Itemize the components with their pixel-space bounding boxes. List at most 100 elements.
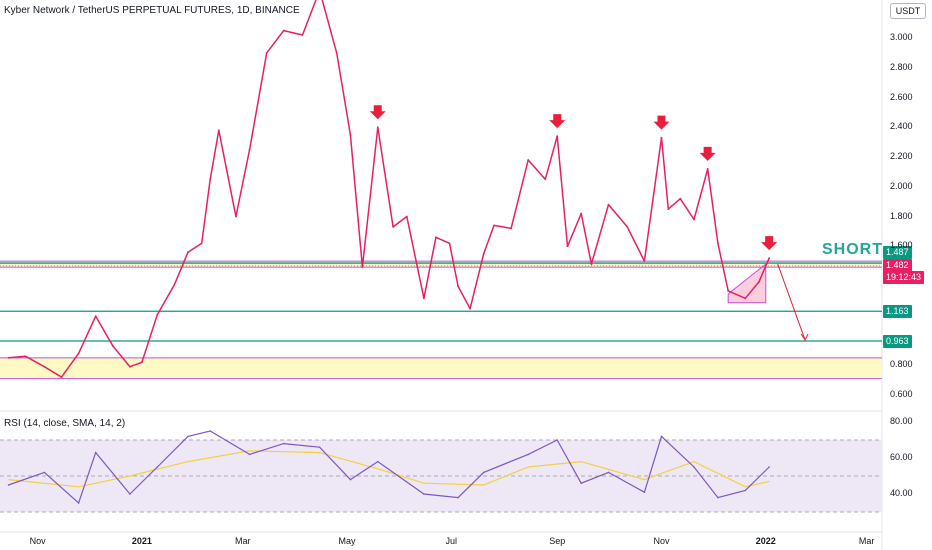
price-point <box>248 148 251 151</box>
rsi-point <box>209 430 212 432</box>
rsi-point <box>94 451 97 454</box>
price-point <box>566 245 569 248</box>
price-point <box>744 297 747 300</box>
rsi-point <box>43 471 46 474</box>
price-tick-label: 2.600 <box>890 91 913 102</box>
price-point <box>626 226 629 228</box>
rsi-point <box>187 435 189 438</box>
price-point <box>667 208 670 210</box>
time-tick-label: 2022 <box>755 536 776 546</box>
price-point <box>469 307 471 310</box>
price-point <box>706 168 709 170</box>
price-point <box>209 178 212 181</box>
rsi-line <box>8 430 770 505</box>
zone-fill-1 <box>0 357 882 379</box>
price-point <box>111 345 114 347</box>
price-point <box>423 297 425 300</box>
price-point <box>140 361 143 364</box>
countdown-tag: 19:12:43 <box>883 271 925 284</box>
down-arrow-marker-4 <box>761 236 778 251</box>
price-point <box>200 242 203 245</box>
rsi-point <box>482 471 485 474</box>
price-point <box>482 252 485 255</box>
price-point <box>60 376 63 379</box>
zone-fill-0 <box>0 261 882 268</box>
projection-arrow-head <box>800 333 809 341</box>
price-point <box>234 215 237 218</box>
price-point <box>301 34 304 36</box>
price-point <box>173 284 176 286</box>
rsi-point <box>7 484 10 486</box>
rsi-point <box>318 446 321 449</box>
price-point <box>590 263 593 265</box>
time-tick-label: Mar <box>234 536 251 546</box>
price-point <box>758 281 760 283</box>
price-point <box>94 315 97 318</box>
price-point <box>679 197 682 200</box>
rsi-point <box>77 502 80 504</box>
time-tick-label: Nov <box>653 536 670 546</box>
price-series-line <box>8 0 770 378</box>
rsi-tick-label: 80.00 <box>890 416 913 426</box>
rsi-point <box>376 460 379 463</box>
level-price-tag: 1.487 <box>883 246 912 259</box>
rsi-point <box>643 491 646 494</box>
price-point <box>361 266 364 268</box>
rsi-point <box>607 471 610 474</box>
price-tick-label: 1.600 <box>890 240 913 251</box>
price-tick-label: 2.200 <box>890 151 913 161</box>
rsi-tick-label: 40.00 <box>890 488 913 498</box>
price-point <box>493 224 495 227</box>
rsi-indicator-title: RSI (14, close, SMA, 14, 2) <box>4 418 126 429</box>
rsi-ma-line <box>8 450 770 488</box>
rsi-point <box>423 493 425 495</box>
rsi-point <box>248 453 251 456</box>
time-tick-label: May <box>338 536 356 546</box>
price-point <box>349 133 352 136</box>
rsi-point <box>693 466 695 468</box>
price-point <box>335 51 338 54</box>
down-arrow-marker-3 <box>699 146 716 161</box>
last-price-tag: 1.482 <box>883 259 912 272</box>
price-tick-label: 2.400 <box>890 121 913 132</box>
price-tick-label: 2.800 <box>890 61 913 72</box>
rsi-point <box>660 435 663 438</box>
wedge-pattern <box>727 263 767 304</box>
time-tick-label: Sep <box>549 536 566 546</box>
price-point <box>544 178 547 181</box>
rsi-point <box>282 442 285 445</box>
currency-button[interactable]: USDT <box>890 3 926 19</box>
price-point <box>510 227 512 230</box>
price-point <box>717 242 719 245</box>
rsi-point <box>580 482 582 485</box>
price-point <box>7 356 10 359</box>
support-2-price-tag: 0.963 <box>883 335 912 348</box>
rsi-tick-label: 60.00 <box>890 452 913 462</box>
price-point <box>129 365 131 368</box>
rsi-point <box>527 453 529 456</box>
price-point <box>405 215 408 218</box>
price-tick-label: 2.000 <box>890 180 913 191</box>
rsi-point <box>556 439 559 441</box>
price-point <box>580 212 583 215</box>
down-arrow-marker-0 <box>369 105 386 120</box>
price-point <box>265 51 268 54</box>
price-point <box>607 203 610 206</box>
price-point <box>217 129 220 132</box>
rsi-point <box>129 493 131 495</box>
price-tick-label: 1.800 <box>890 210 913 221</box>
short-annotation: SHORT <box>822 241 883 258</box>
price-point <box>448 242 451 245</box>
time-tick-label: Nov <box>29 536 46 546</box>
price-point <box>392 226 395 228</box>
price-point <box>660 136 663 139</box>
down-arrow-marker-2 <box>653 115 670 130</box>
price-point <box>527 159 530 161</box>
rsi-point <box>768 466 770 468</box>
price-point <box>24 355 27 358</box>
time-tick-label: Mar <box>858 536 875 546</box>
down-arrow-marker-1 <box>549 114 566 129</box>
price-point <box>768 257 771 260</box>
price-point <box>556 135 559 138</box>
